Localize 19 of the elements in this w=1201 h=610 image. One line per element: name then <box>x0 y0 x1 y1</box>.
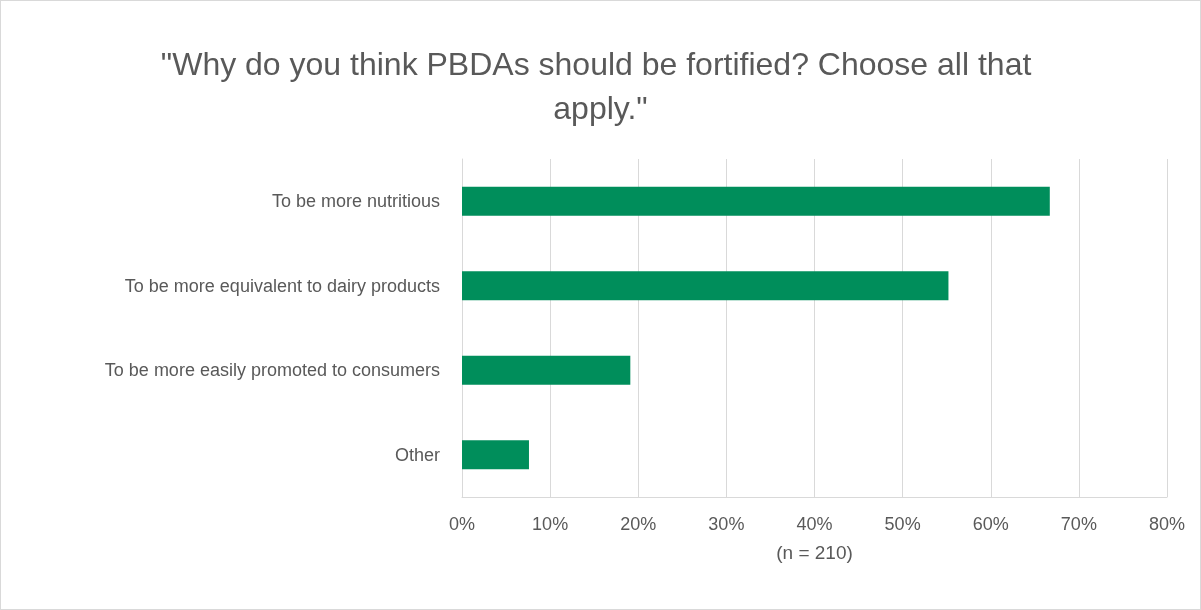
x-tick-label: 60% <box>972 514 1009 534</box>
bar <box>462 440 529 470</box>
x-tick-label: 40% <box>796 514 833 534</box>
y-tick-label: To be more nutritious <box>271 191 440 212</box>
x-tick-label: 0% <box>448 514 476 534</box>
y-tick-label: To be more equivalent to dairy products <box>124 275 440 296</box>
x-tick-label: 50% <box>884 514 921 534</box>
y-tick-label: To be more easily promoted to consumers <box>104 360 440 381</box>
x-tick-label: 70% <box>1060 514 1097 534</box>
y-tick-label: Other <box>394 444 440 465</box>
x-tick-label: 20% <box>620 514 657 534</box>
x-axis-title: (n = 210) <box>776 542 853 563</box>
bar <box>462 186 1050 216</box>
bar <box>462 355 631 385</box>
x-tick-label: 80% <box>1148 514 1186 534</box>
bar <box>462 271 949 301</box>
chart-title: "Why do you think PBDAs should be fortified? Choose all that apply." <box>160 46 1041 126</box>
x-tick-label: 30% <box>708 514 745 534</box>
x-tick-label: 10% <box>532 514 569 534</box>
